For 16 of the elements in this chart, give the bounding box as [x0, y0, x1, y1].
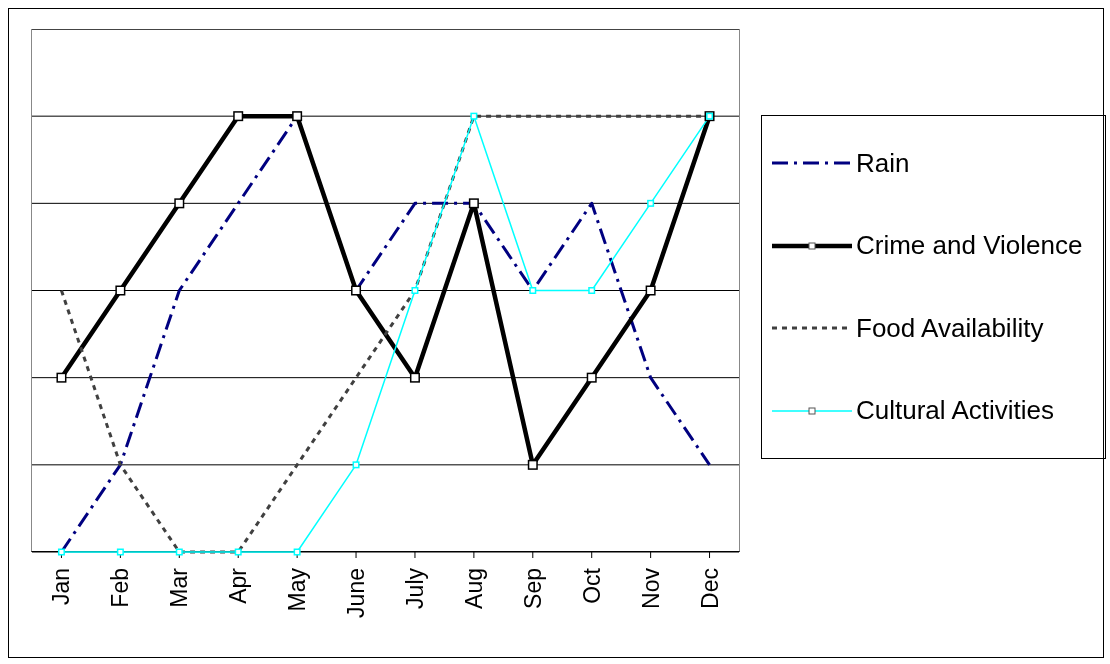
x-tick-label: May: [284, 567, 311, 612]
x-tick-label: Apr: [225, 567, 252, 604]
x-tick-label: Nov: [637, 567, 664, 609]
x-tick-label: Dec: [696, 568, 723, 609]
x-tick-label: Feb: [107, 568, 134, 608]
x-tick-label: Oct: [578, 567, 605, 604]
x-tick-label: Jan: [48, 568, 75, 606]
legend-label: Cultural Activities: [856, 394, 1055, 428]
x-tick-label: Sep: [519, 568, 546, 609]
x-tick-label: July: [401, 567, 428, 609]
legend-label: Rain: [856, 146, 911, 180]
legend-label: Crime and Violence: [856, 229, 1084, 263]
x-tick-label: Mar: [166, 567, 193, 608]
x-tick-label: Aug: [460, 568, 487, 609]
x-tick-label: June: [343, 568, 370, 618]
legend-label: Food Availability: [856, 311, 1045, 345]
